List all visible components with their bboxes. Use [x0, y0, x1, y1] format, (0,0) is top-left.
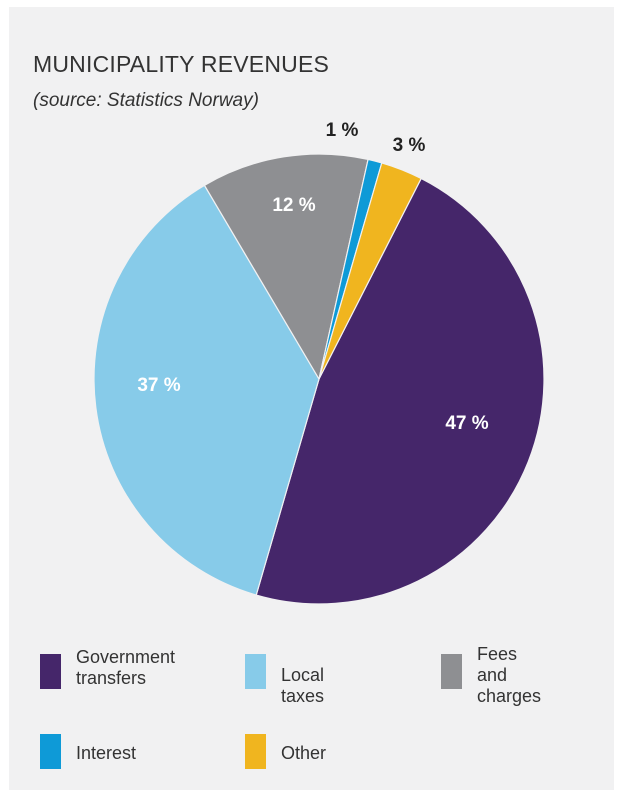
legend-swatch [245, 654, 266, 689]
legend-label: Government transfers [76, 647, 176, 688]
chart-panel: MUNICIPALITY REVENUES (source: Statistic… [9, 7, 614, 790]
data-label-other: 3 % [393, 135, 426, 156]
chart-subtitle: (source: Statistics Norway) [33, 90, 259, 111]
legend-label: Local taxes [281, 665, 325, 706]
pie-slice-fees-and-charges [203, 153, 369, 381]
pie-slice-local-taxes [93, 184, 320, 596]
pie-chart: 47 % 37 % 12 % 1 % 3 % [93, 120, 545, 605]
legend-swatch [40, 654, 61, 689]
pie-slice-government-transfers [255, 177, 545, 605]
data-label-government-transfers: 47 % [445, 413, 488, 434]
data-label-fees-and-charges: 12 % [272, 195, 315, 216]
data-label-interest: 1 % [326, 120, 359, 141]
legend-label: Fees and charges [477, 644, 542, 706]
legend-swatch [245, 734, 266, 769]
legend-swatch [441, 654, 462, 689]
legend-swatch [40, 734, 61, 769]
legend-label: Interest [76, 743, 137, 763]
data-label-local-taxes: 37 % [137, 375, 180, 396]
legend-label: Other [281, 743, 327, 763]
chart-title: MUNICIPALITY REVENUES [33, 51, 330, 77]
pie-slice-other [318, 162, 422, 380]
